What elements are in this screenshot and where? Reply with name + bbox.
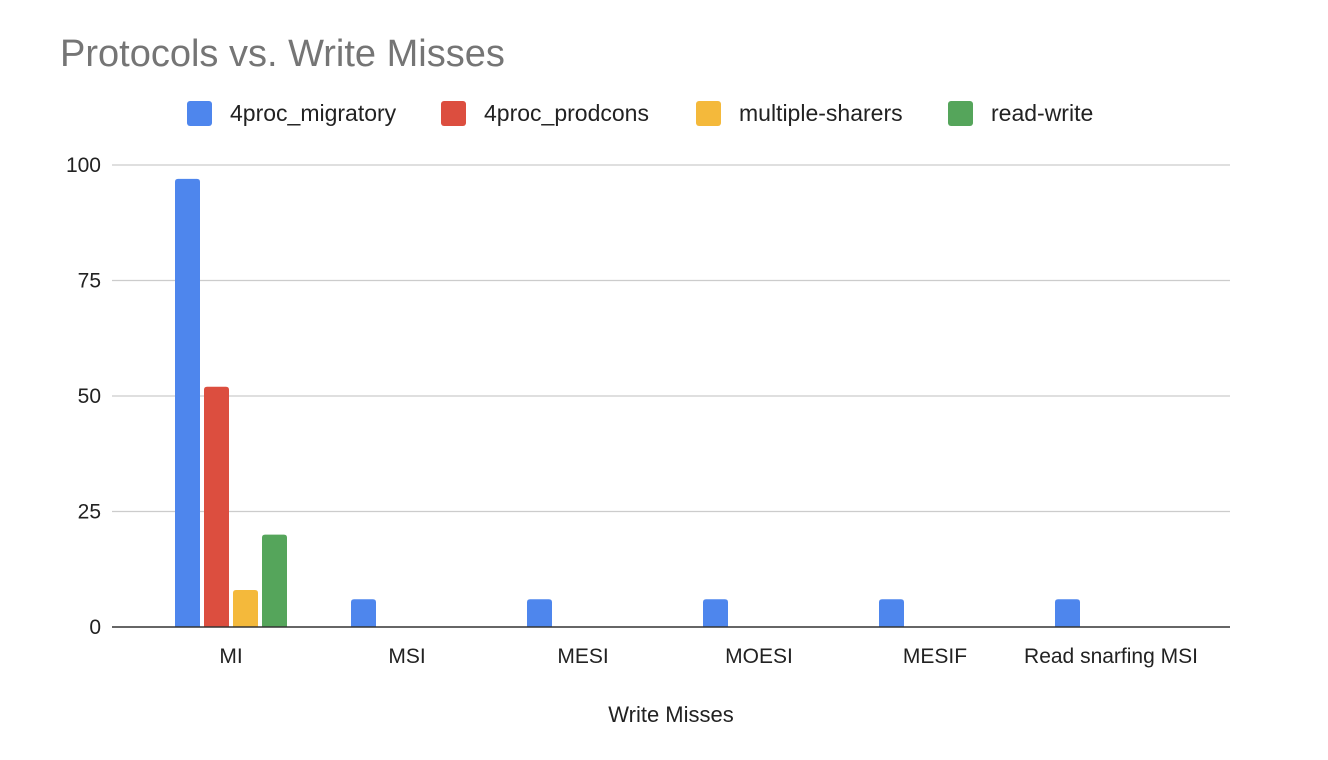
x-tick-label: MESI bbox=[557, 645, 608, 668]
x-tick-label: MOESI bbox=[725, 645, 793, 668]
legend-swatch-read-write bbox=[948, 101, 973, 126]
bar-4proc_migratory-msi bbox=[351, 599, 376, 627]
legend-swatch-multiple-sharers bbox=[696, 101, 721, 126]
bar-4proc_migratory-mesif bbox=[879, 599, 904, 627]
x-tick-label: MI bbox=[219, 645, 242, 668]
chart-title: Protocols vs. Write Misses bbox=[60, 33, 505, 75]
bar-4proc_migratory-moesi bbox=[703, 599, 728, 627]
y-tick-label: 100 bbox=[66, 154, 101, 177]
x-axis-label: Write Misses bbox=[608, 702, 734, 727]
y-tick-label: 75 bbox=[78, 270, 101, 293]
legend: 4proc_migratory 4proc_prodcons multiple-sh… bbox=[187, 100, 1093, 126]
bar-4proc_migratory-read-snarfing-msi bbox=[1055, 599, 1080, 627]
legend-swatch-4proc_migratory bbox=[187, 101, 212, 126]
y-axis-ticks: 0 25 50 75 100 bbox=[66, 154, 101, 639]
legend-label-multiple-sharers: multiple-sharers bbox=[739, 100, 903, 126]
legend-label-4proc_prodcons: 4proc_prodcons bbox=[484, 100, 649, 126]
bar-4proc_migratory-mi bbox=[175, 178, 200, 628]
legend-label-read-write: read-write bbox=[991, 100, 1093, 126]
x-tick-label: Read snarfing MSI bbox=[1024, 645, 1198, 668]
bars bbox=[175, 178, 1080, 628]
bar-4proc_prodcons-mi bbox=[204, 386, 229, 627]
gridlines bbox=[112, 164, 1230, 513]
y-tick-label: 0 bbox=[89, 616, 101, 639]
x-axis-ticks: MI MSI MESI MOESI MESIF Read snarfing MSI bbox=[219, 645, 1198, 668]
x-tick-label: MESIF bbox=[903, 645, 967, 668]
x-tick-label: MSI bbox=[388, 645, 425, 668]
legend-swatch-4proc_prodcons bbox=[441, 101, 466, 126]
y-tick-label: 25 bbox=[78, 501, 101, 524]
bar-multiple-sharers-mi bbox=[233, 590, 258, 627]
bar-4proc_migratory-mesi bbox=[527, 599, 552, 627]
legend-label-4proc_migratory: 4proc_migratory bbox=[230, 100, 397, 126]
y-tick-label: 50 bbox=[78, 385, 101, 408]
bar-read-write-mi bbox=[262, 534, 287, 627]
